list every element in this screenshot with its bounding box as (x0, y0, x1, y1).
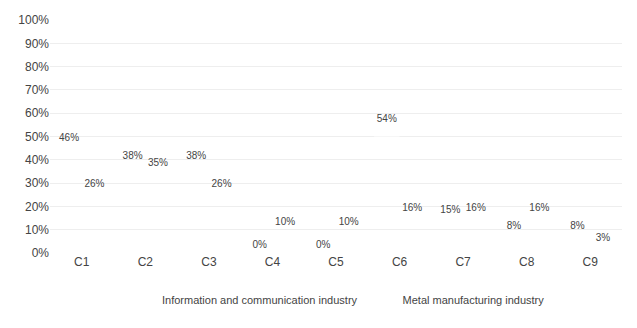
svg-text:10%: 10% (339, 216, 359, 227)
svg-text:70%: 70% (25, 83, 49, 97)
svg-text:38%: 38% (123, 150, 143, 161)
svg-text:16%: 16% (402, 202, 422, 213)
svg-text:0%: 0% (316, 239, 331, 250)
svg-text:C7: C7 (455, 255, 471, 269)
svg-text:60%: 60% (25, 106, 49, 120)
svg-text:15%: 15% (440, 204, 460, 215)
svg-text:10%: 10% (25, 223, 49, 237)
svg-text:C9: C9 (583, 255, 599, 269)
svg-text:Metal manufacturing industry: Metal manufacturing industry (403, 294, 545, 306)
svg-text:90%: 90% (25, 37, 49, 51)
svg-text:C6: C6 (392, 255, 408, 269)
svg-text:100%: 100% (18, 13, 49, 27)
svg-text:26%: 26% (212, 178, 232, 189)
svg-text:C1: C1 (74, 255, 90, 269)
svg-text:8%: 8% (570, 220, 585, 231)
svg-text:26%: 26% (84, 178, 104, 189)
svg-text:Information and communication: Information and communication industry (162, 294, 358, 306)
svg-text:20%: 20% (25, 200, 49, 214)
svg-text:8%: 8% (507, 220, 522, 231)
svg-text:C2: C2 (138, 255, 154, 269)
svg-text:54%: 54% (377, 113, 397, 124)
svg-text:16%: 16% (529, 202, 549, 213)
svg-text:40%: 40% (25, 153, 49, 167)
svg-text:38%: 38% (186, 150, 206, 161)
svg-text:10%: 10% (275, 216, 295, 227)
svg-text:0%: 0% (32, 246, 50, 260)
svg-text:80%: 80% (25, 60, 49, 74)
svg-text:46%: 46% (59, 132, 79, 143)
svg-text:30%: 30% (25, 176, 49, 190)
svg-text:C3: C3 (201, 255, 217, 269)
svg-text:C4: C4 (265, 255, 281, 269)
svg-text:16%: 16% (466, 202, 486, 213)
svg-text:0%: 0% (252, 239, 267, 250)
svg-text:C5: C5 (328, 255, 344, 269)
svg-text:3%: 3% (596, 232, 611, 243)
svg-text:35%: 35% (148, 157, 168, 168)
svg-text:C8: C8 (519, 255, 535, 269)
svg-text:50%: 50% (25, 130, 49, 144)
